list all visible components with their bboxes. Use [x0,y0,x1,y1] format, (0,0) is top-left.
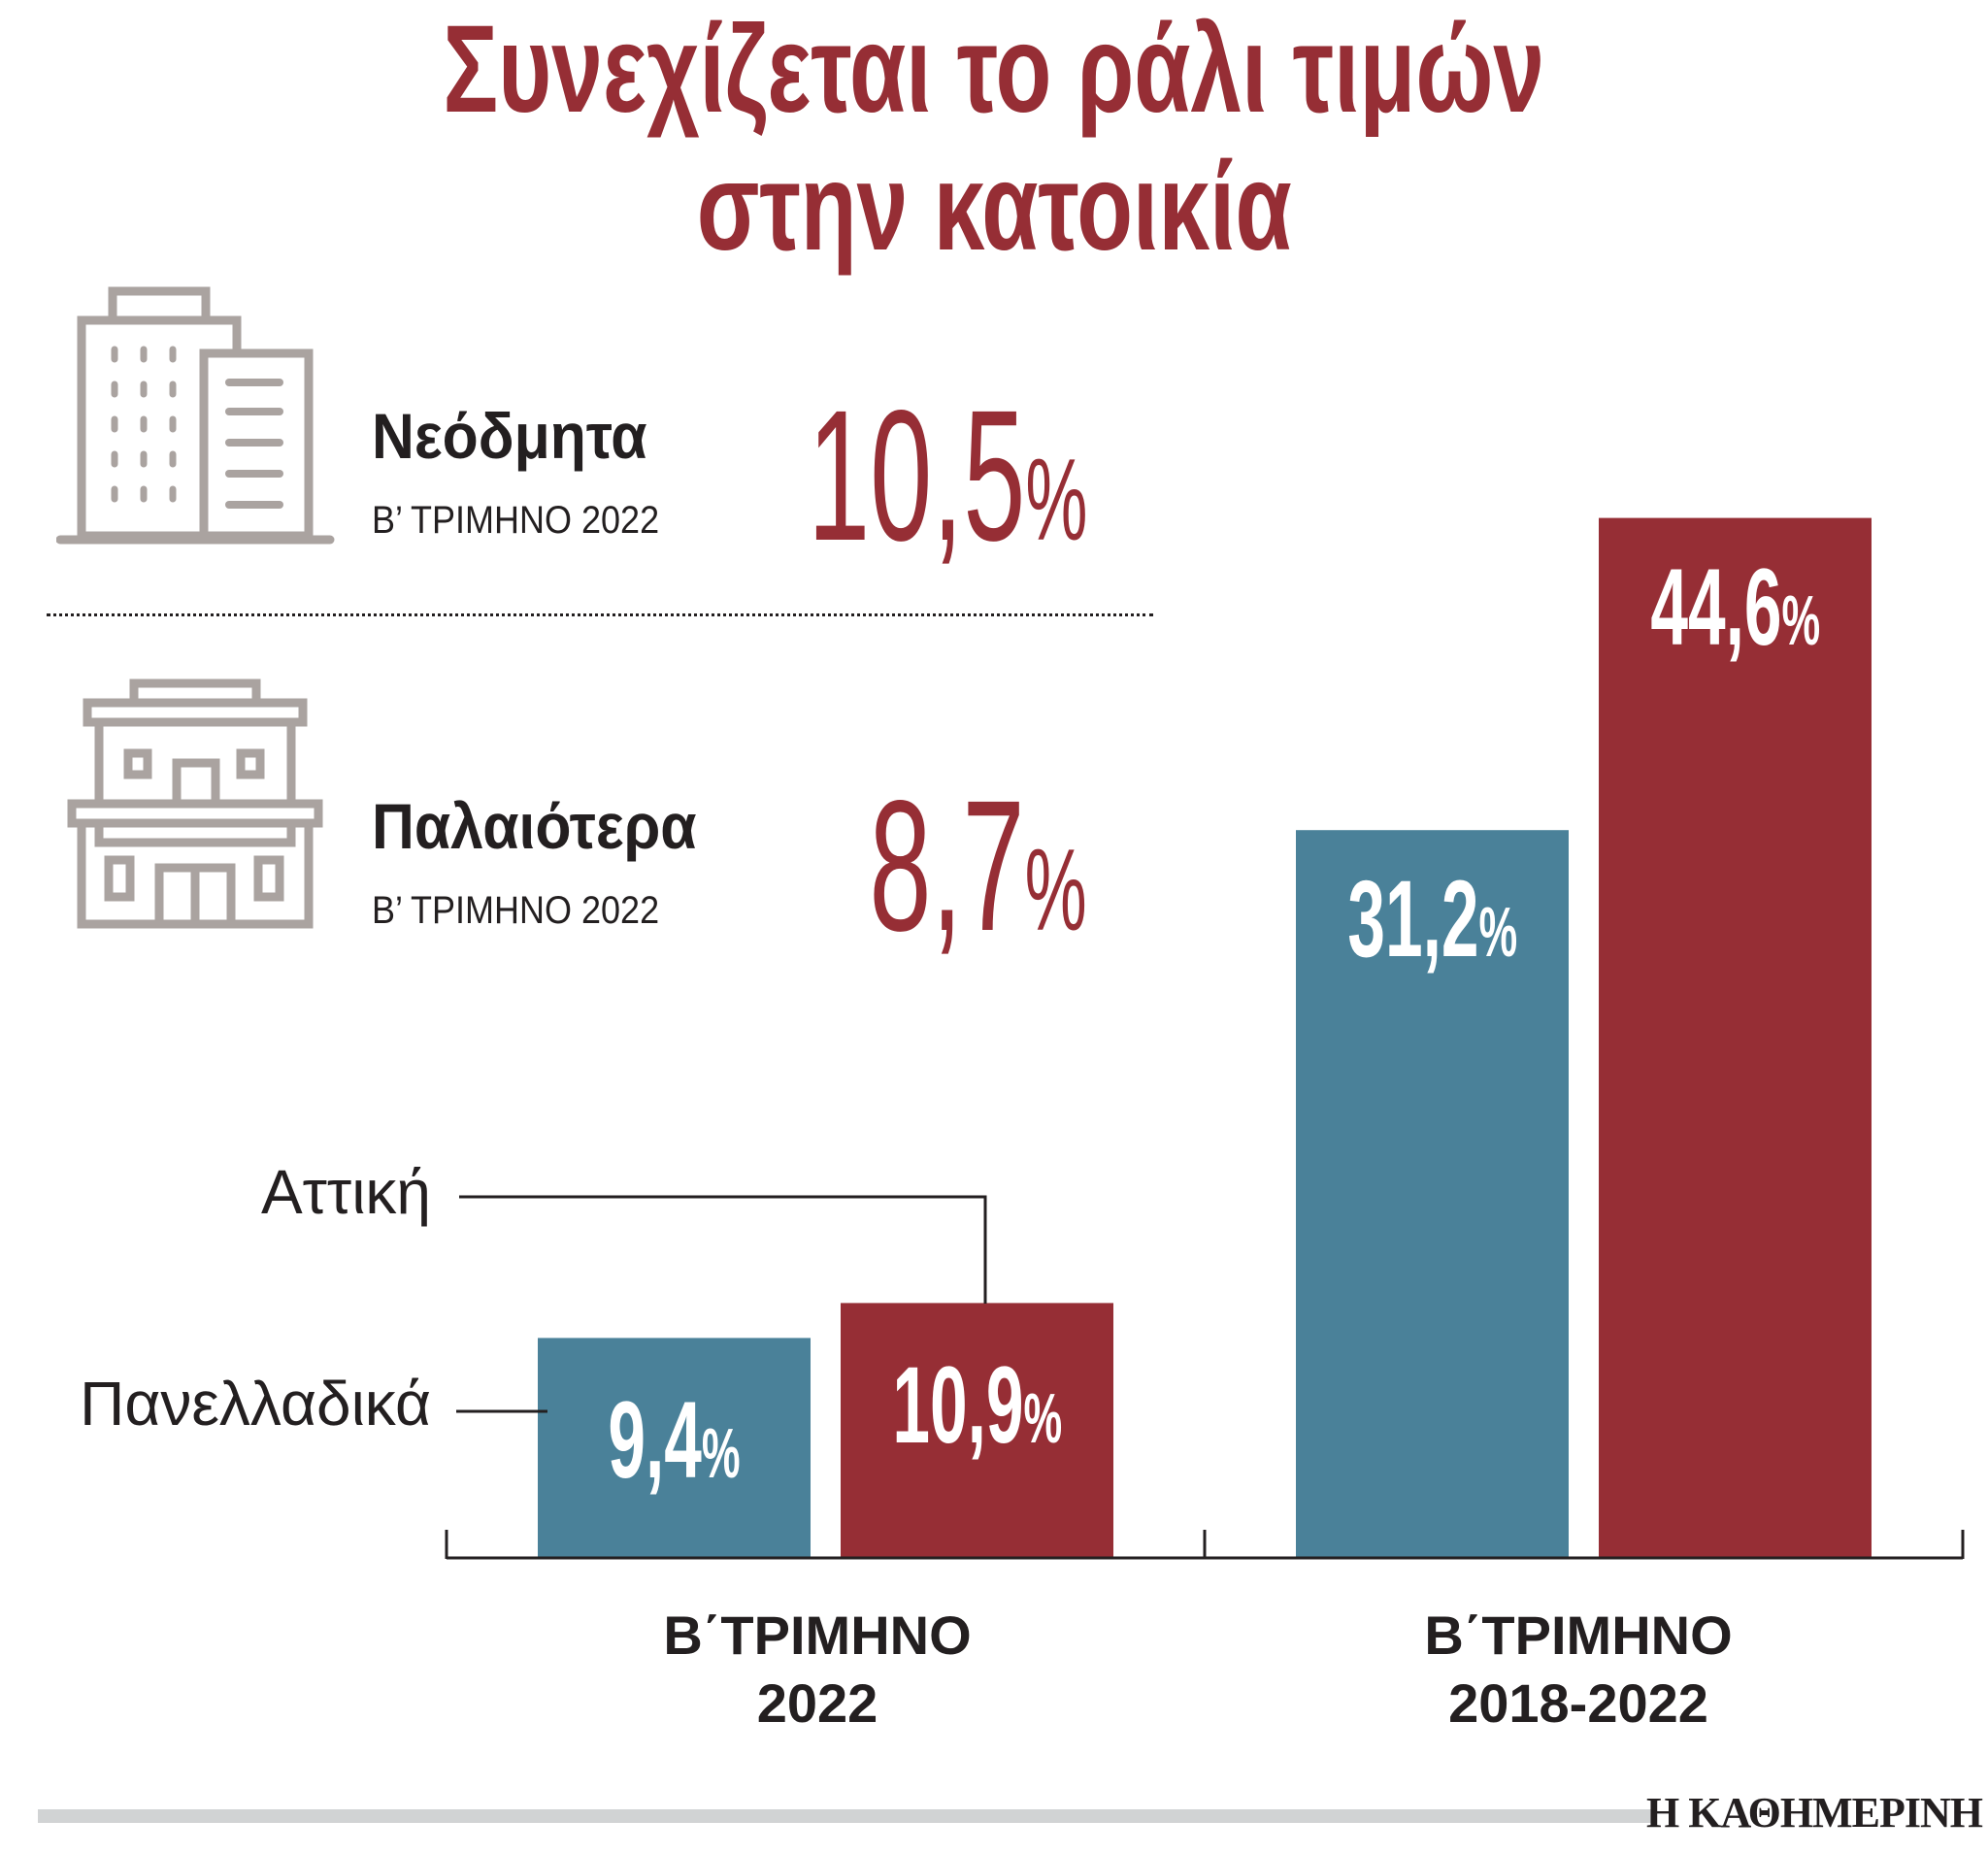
x-category-line1: Β΄ΤΡΙΜΗΝΟ [663,1605,972,1666]
bar-value-label: 10,9% [892,1344,1063,1467]
x-category-line1: Β΄ΤΡΙΜΗΝΟ [1424,1605,1733,1666]
bar-value-label: 9,4% [608,1379,741,1502]
attica-callout-line [459,1195,987,1304]
older-period: Β’ ΤΡΙΜΗΝΟ 2022 [372,889,660,932]
publisher-logo: Η ΚΑΘΗΜΕΡΙΝΗ [1646,1789,1983,1836]
x-category-line2: 2022 [756,1672,878,1734]
legend-national: Πανελλαδικά [80,1369,431,1439]
bar-value-label: 44,6% [1650,546,1821,668]
title-line-2: στην κατοικία [696,138,1292,277]
x-category-label: Β΄ΤΡΙΜΗΝΟ 2018-2022 [1287,1602,1870,1737]
x-category-line2: 2018-2022 [1448,1672,1708,1734]
footer-bar [38,1809,1657,1823]
x-category-label: Β΄ΤΡΙΜΗΝΟ 2022 [526,1602,1109,1737]
older-value: 8,7% [869,761,1087,970]
new-build-period: Β’ ΤΡΙΜΗΝΟ 2022 [372,499,660,542]
bar-value-label: 31,2% [1347,858,1518,980]
bar-attica [841,1303,1113,1557]
legend-attica: Αττική [260,1157,431,1227]
divider [47,613,1153,616]
bar-national [538,1338,811,1557]
bar-attica [1599,517,1872,1557]
older-label: Παλαιότερα [372,790,697,862]
title-line-1: Συνεχίζεται το ράλι τιμών [443,0,1545,139]
new-build-value: 10,5% [807,371,1087,579]
old-building-icon [67,678,323,929]
new-build-label: Νεόδμητα [372,400,647,472]
bar-national [1296,830,1569,1557]
modern-building-icon [56,286,335,545]
